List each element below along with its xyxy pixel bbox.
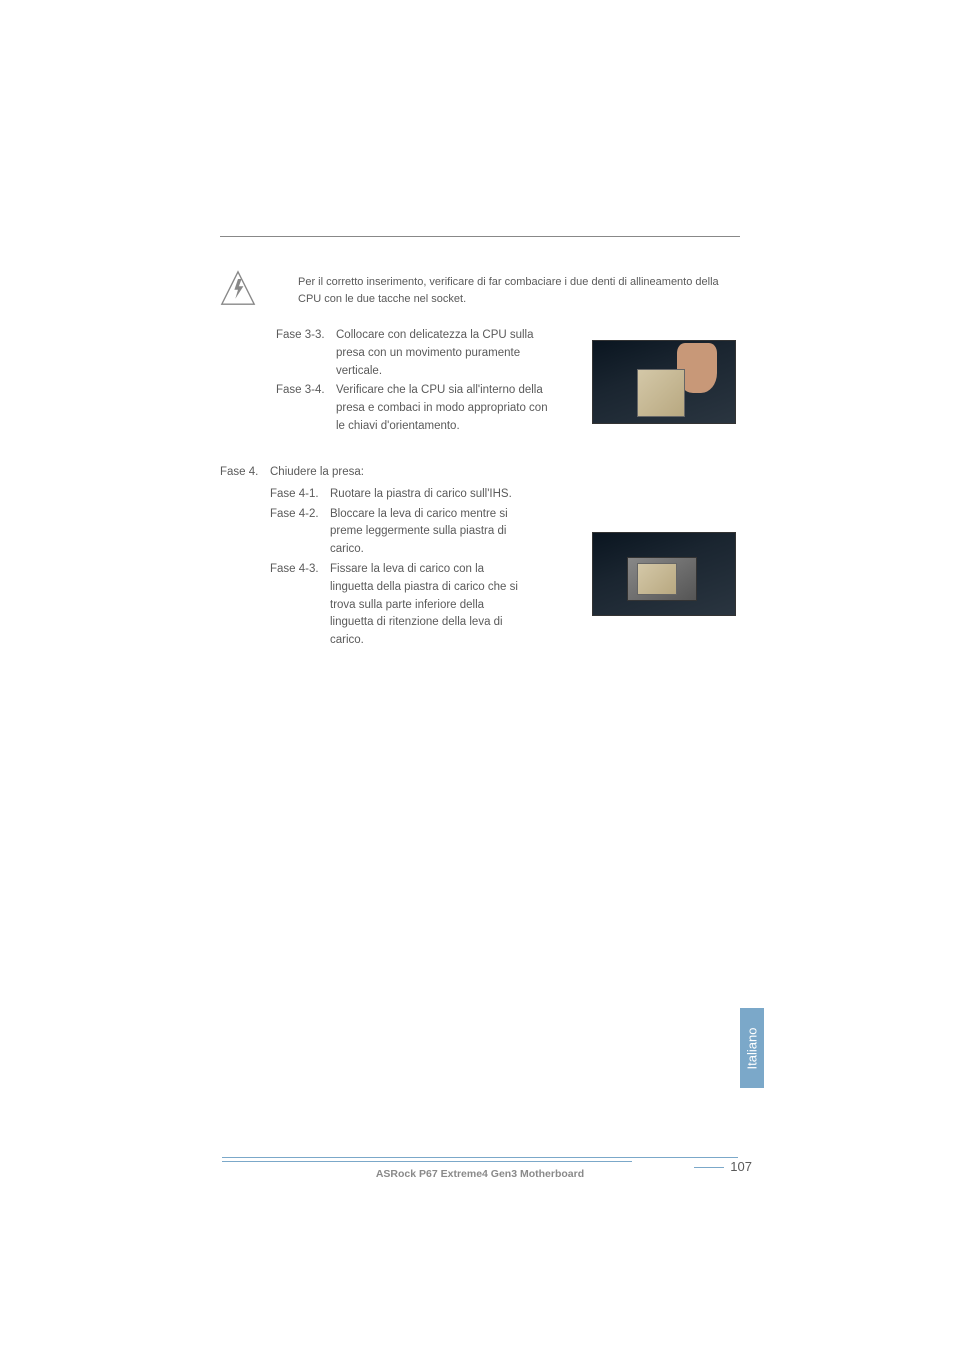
phase-title: Chiudere la presa: bbox=[270, 464, 740, 482]
step-body: Bloccare la leva di carico mentre si pre… bbox=[330, 506, 520, 559]
language-label: Italiano bbox=[745, 1027, 760, 1069]
step-label: Fase 4-3. bbox=[270, 561, 330, 650]
footer-rule bbox=[222, 1157, 738, 1158]
footer-rule bbox=[222, 1161, 632, 1162]
note-text: Per il corretto inserimento, verificare … bbox=[298, 270, 740, 307]
step-label: Fase 4-1. bbox=[270, 486, 330, 504]
lightning-warning-icon bbox=[220, 270, 256, 306]
step-body: Verificare che la CPU sia all'interno de… bbox=[336, 382, 556, 435]
step-label: Fase 3-4. bbox=[276, 382, 336, 435]
footer: ASRock P67 Extreme4 Gen3 Motherboard bbox=[222, 1157, 738, 1180]
step-4-1: Fase 4-1. Ruotare la piastra di carico s… bbox=[270, 486, 740, 504]
language-side-tab: Italiano bbox=[740, 1008, 764, 1088]
step-body: Collocare con delicatezza la CPU sulla p… bbox=[336, 327, 556, 380]
page-number: 107 bbox=[694, 1159, 752, 1174]
step-body: Fissare la leva di carico con la linguet… bbox=[330, 561, 520, 650]
phase-label: Fase 4. bbox=[220, 464, 270, 652]
photo-cpu-chip bbox=[637, 563, 677, 595]
footer-product-name: ASRock P67 Extreme4 Gen3 Motherboard bbox=[222, 1168, 738, 1180]
instruction-photo-cpu-placement bbox=[592, 340, 736, 424]
instruction-photo-socket-close bbox=[592, 532, 736, 616]
photo-cpu-chip bbox=[637, 369, 685, 417]
step-label: Fase 4-2. bbox=[270, 506, 330, 559]
note-callout: Per il corretto inserimento, verificare … bbox=[220, 270, 740, 307]
step-label: Fase 3-3. bbox=[276, 327, 336, 380]
step-body: Ruotare la piastra di carico sull'IHS. bbox=[330, 486, 520, 504]
